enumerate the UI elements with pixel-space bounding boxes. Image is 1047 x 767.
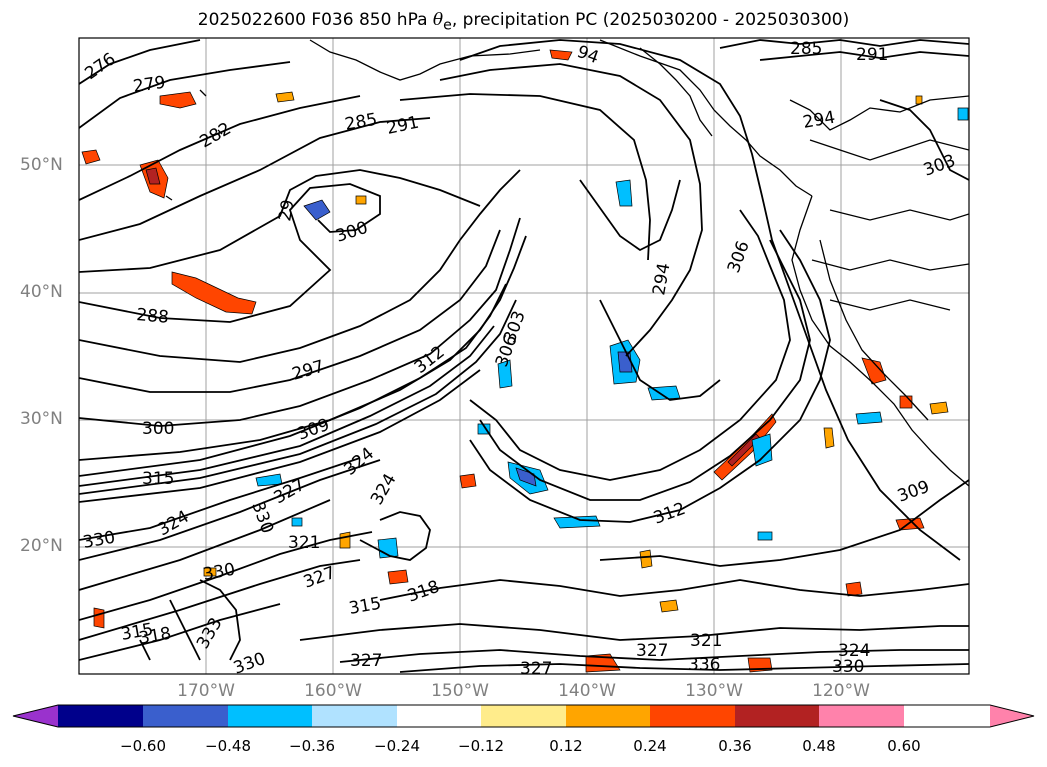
contour-label-285b: 285: [790, 39, 822, 59]
contour-label-330e: 330: [832, 657, 864, 677]
theta-e-contours: [79, 39, 969, 673]
contour-label-291b: 291: [856, 45, 888, 65]
colorbar-tick-label: −0.24: [374, 737, 420, 755]
lon-label-160w: 160°W: [304, 681, 362, 701]
contour-label-300b: 300: [142, 419, 174, 439]
contour-label-315: 315: [142, 469, 174, 489]
colorbar-tick-label: 0.12: [549, 737, 583, 755]
lat-label-30n: 30°N: [20, 409, 63, 429]
colorbar-tick-label: 0.48: [802, 737, 836, 755]
theta-symbol: θ: [432, 10, 444, 30]
lon-label-170w: 170°W: [177, 681, 235, 701]
lat-label-40n: 40°N: [20, 282, 63, 302]
colorbar-tick-label: −0.60: [120, 737, 166, 755]
contour-label-321b: 321: [690, 631, 722, 651]
lon-label-140w: 140°W: [558, 681, 616, 701]
lon-label-120w: 120°W: [812, 681, 870, 701]
colorbar-tick-label: 0.36: [718, 737, 752, 755]
lon-label-150w: 150°W: [431, 681, 489, 701]
contour-label-327e: 327: [636, 641, 668, 661]
colorbar-tick-label: 0.24: [633, 737, 667, 755]
contour-label-327c: 327: [350, 651, 382, 671]
contour-label-29: 29: [275, 198, 298, 223]
contour-label-324d: 324: [838, 641, 870, 661]
contour-label-321: 321: [288, 533, 320, 553]
colorbar-tick-label: −0.48: [205, 737, 251, 755]
lat-label-50n: 50°N: [20, 155, 63, 175]
colorbar-tick-label: −0.12: [458, 737, 504, 755]
theta-subscript: e: [443, 17, 452, 34]
precip-positive-areas: [81, 49, 949, 673]
contour-label-327d: 327: [520, 659, 552, 679]
lat-label-20n: 20°N: [20, 536, 63, 556]
colorbar-tick-label: 0.60: [887, 737, 921, 755]
contour-label-336: 336: [688, 655, 720, 675]
gridlines: [79, 38, 969, 674]
colorbar-tick-label: −0.36: [289, 737, 335, 755]
map-frame: [78, 37, 970, 675]
chart-title: 2025022600 F036 850 hPa θe, precipitatio…: [197, 10, 850, 34]
lon-label-130w: 130°W: [685, 681, 743, 701]
contour-label-279: 279: [132, 73, 167, 97]
coastlines: [165, 39, 969, 487]
contour-label-288: 288: [136, 305, 170, 328]
